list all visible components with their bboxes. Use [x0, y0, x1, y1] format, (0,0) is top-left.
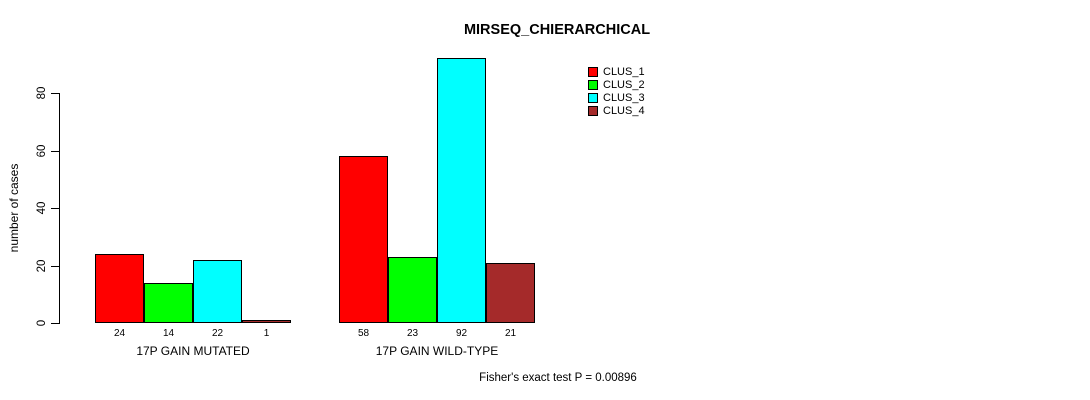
y-tick-label: 80	[36, 86, 48, 100]
legend-swatch-clus_2	[588, 79, 598, 90]
y-tick-mark	[51, 265, 59, 267]
legend-swatch-clus_3	[588, 92, 598, 103]
bar-value-label: 24	[113, 328, 126, 339]
legend-label: CLUS_1	[603, 65, 645, 78]
bar-clus_4-group1	[242, 320, 291, 323]
legend-swatch-clus_4	[588, 105, 598, 116]
bar-clus_2-group1	[144, 283, 193, 323]
chart-title: MIRSEQ_CHIERARCHICAL	[463, 22, 651, 38]
legend-swatch-clus_1	[588, 66, 598, 77]
y-axis-title: number of cases	[7, 163, 21, 253]
y-tick-mark	[51, 323, 59, 324]
bar-clus_4-group2	[486, 263, 535, 323]
bar-clus_3-group2	[437, 58, 486, 323]
legend: CLUS_1 CLUS_2 CLUS_3 CLUS_4	[588, 65, 645, 117]
legend-label: CLUS_2	[603, 78, 645, 91]
bar-value-label: 21	[504, 328, 517, 339]
fisher-test-annotation: Fisher's exact test P = 0.00896	[479, 372, 637, 384]
bar-clus_3-group1	[193, 260, 242, 323]
legend-item-clus_4: CLUS_4	[588, 104, 645, 117]
legend-label: CLUS_3	[603, 91, 645, 104]
y-tick-label: 40	[36, 201, 48, 215]
legend-item-clus_3: CLUS_3	[588, 91, 645, 104]
bar-clus_1-group2	[339, 156, 388, 323]
group-label-2: 17P GAIN WILD-TYPE	[375, 344, 499, 358]
y-tick-label: 60	[36, 144, 48, 157]
bar-clus_2-group2	[388, 257, 437, 323]
legend-label: CLUS_4	[603, 104, 645, 117]
y-axis-line	[59, 93, 60, 324]
bar-clus_1-group1	[95, 254, 144, 323]
legend-item-clus_1: CLUS_1	[588, 65, 645, 78]
y-tick-mark	[51, 93, 59, 94]
bar-value-label: 22	[211, 328, 224, 339]
bar-value-label: 14	[162, 328, 175, 339]
y-tick-mark	[51, 208, 59, 209]
bar-value-label: 58	[357, 328, 370, 339]
y-tick-label: 0	[36, 319, 48, 327]
bar-value-label: 23	[406, 328, 419, 339]
legend-item-clus_2: CLUS_2	[588, 78, 645, 91]
bar-value-label: 1	[263, 328, 270, 339]
bar-value-label: 92	[455, 328, 468, 339]
y-tick-mark	[51, 150, 59, 152]
group-label-1: 17P GAIN MUTATED	[136, 344, 250, 358]
y-tick-label: 20	[36, 259, 48, 272]
